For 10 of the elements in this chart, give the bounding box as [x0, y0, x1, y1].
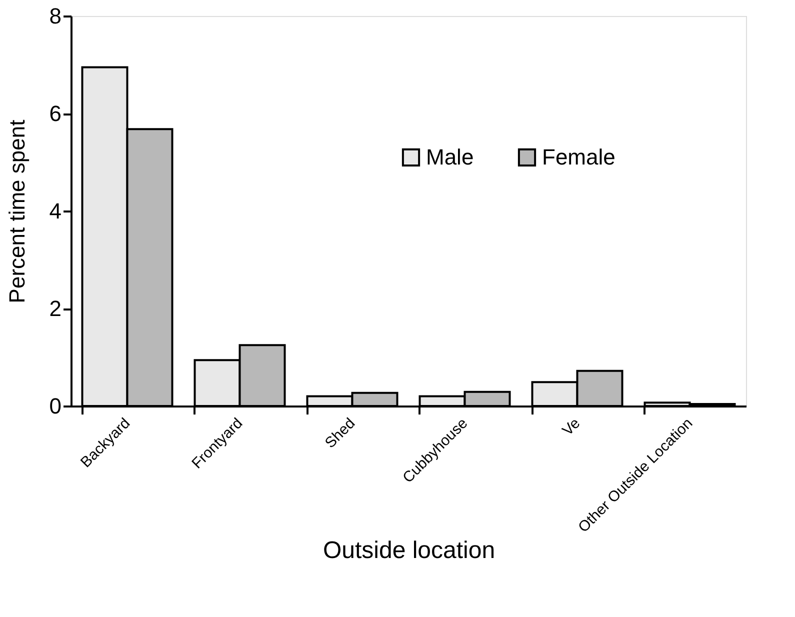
y-tick-label: 2	[49, 296, 62, 321]
y-tick-label: 4	[49, 198, 62, 224]
y-tick-label: 0	[49, 394, 62, 418]
legend-label: Male	[426, 144, 474, 170]
x-tick-label: Ve	[559, 414, 584, 440]
y-tick-label: 6	[49, 101, 62, 126]
y-tick-label: 8	[49, 4, 62, 28]
y-axis-title: Percent time spent	[4, 120, 30, 304]
x-axis-title: Outside location	[322, 537, 496, 564]
legend-label: Female	[542, 144, 616, 170]
